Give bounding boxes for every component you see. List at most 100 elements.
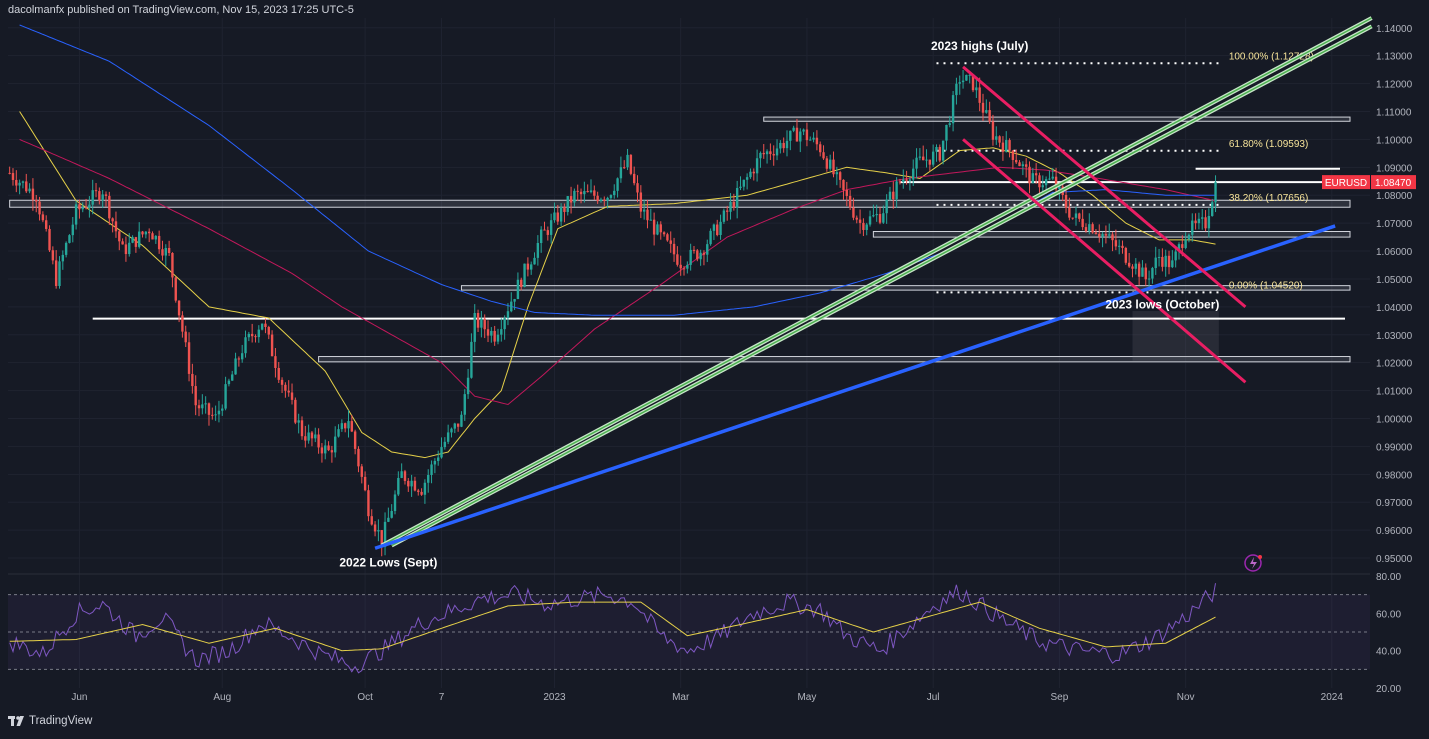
fib-level-label: 0.00% (1.04520) (1229, 280, 1303, 291)
candle-body (619, 167, 623, 179)
candle-body (1154, 257, 1157, 269)
candle-body (61, 254, 65, 262)
candle-body (164, 247, 167, 256)
candle-body (609, 195, 613, 198)
candle-body (1131, 266, 1134, 269)
candle-body (387, 517, 390, 522)
candle-body (1121, 245, 1124, 249)
candle-body (1028, 166, 1031, 184)
candle-body (157, 235, 161, 250)
candle-body (101, 194, 104, 201)
candle-body (383, 521, 387, 547)
candle-body (267, 327, 270, 335)
candle-body (353, 431, 357, 449)
candle-body (427, 474, 430, 483)
candle-body (380, 530, 383, 547)
candle-body (420, 491, 423, 495)
candle-body (1091, 224, 1094, 233)
candle-body (88, 204, 91, 209)
candle-body (586, 191, 589, 193)
candle-body (317, 434, 320, 448)
candle-body (1151, 268, 1154, 279)
time-tick-label: May (797, 692, 816, 703)
candle-body (553, 212, 556, 221)
trendlines (374, 16, 1373, 550)
tradingview-footer[interactable]: TradingView (8, 715, 92, 727)
candle-body (1011, 150, 1015, 160)
candle-body (1015, 159, 1018, 163)
candle-body (752, 171, 755, 174)
candle-body (503, 318, 506, 330)
candle-body (1104, 234, 1108, 236)
chart-widgets (1244, 554, 1262, 572)
candle-body (1184, 239, 1187, 248)
candle-body (231, 374, 234, 381)
candle-body (971, 74, 975, 91)
candle-body (430, 464, 433, 475)
candle-body (702, 252, 706, 255)
candle-body (666, 234, 669, 241)
candlesticks (8, 69, 1217, 557)
candle-body (616, 178, 619, 191)
candle-body (397, 477, 400, 495)
candle-body (84, 207, 88, 209)
candle-body (466, 377, 470, 395)
price-tick-label: 1.01000 (1376, 387, 1413, 398)
chart-annotation: 2023 highs (July) (931, 39, 1028, 53)
candle-body (240, 353, 244, 360)
candle-body (214, 414, 217, 416)
candle-body (978, 87, 981, 103)
candle-body (35, 199, 38, 202)
candle-body (530, 264, 533, 270)
candle-body (945, 124, 948, 141)
candle-body (543, 229, 546, 231)
candle-body (1084, 227, 1088, 232)
candle-body (636, 183, 639, 193)
moving-averages (19, 24, 1216, 459)
candle-body (154, 235, 158, 240)
candle-body (91, 190, 94, 205)
candle-body (921, 156, 925, 161)
candle-body (536, 242, 540, 258)
candle-body (679, 264, 682, 269)
candle-body (98, 191, 101, 201)
candle-body (277, 367, 280, 380)
candle-body (324, 445, 327, 454)
candle-body (732, 201, 736, 208)
candle-body (237, 358, 241, 360)
candle-body (1021, 164, 1025, 167)
pink-channel-lower (962, 138, 1247, 384)
candle-body (1071, 217, 1074, 219)
lightning-icon[interactable] (1244, 554, 1262, 572)
green-channel-lower (391, 25, 1373, 547)
candle-body (569, 196, 573, 203)
price-tick-label: 1.03000 (1376, 331, 1413, 342)
sr-zone (763, 116, 1351, 122)
candle-body (908, 179, 912, 181)
price-tick-label: 0.96000 (1376, 526, 1413, 537)
candle-body (712, 224, 716, 231)
candle-body (775, 148, 779, 156)
candle-body (207, 403, 211, 415)
candle-body (1041, 185, 1044, 188)
candle-body (446, 432, 450, 442)
candle-body (516, 279, 520, 300)
lightning-glyph (1250, 557, 1257, 569)
candle-body (433, 460, 437, 465)
candle-body (762, 152, 765, 155)
candle-body (390, 510, 393, 518)
horizontal-levels (92, 167, 1345, 320)
candle-body (287, 390, 290, 393)
candle-body (294, 399, 297, 423)
candle-body (194, 386, 197, 406)
price-axis: 1.14000 1.13000 1.12000 1.11000 1.10000 1.090… (1322, 24, 1416, 695)
candle-body (187, 342, 191, 374)
candle-body (1001, 142, 1005, 152)
price-tick-label: 0.99000 (1376, 442, 1413, 453)
price-tick-label: 1.06000 (1376, 247, 1413, 258)
candle-body (613, 190, 616, 196)
candle-body (264, 323, 267, 328)
candle-body (121, 241, 124, 245)
candle-body (224, 384, 227, 409)
